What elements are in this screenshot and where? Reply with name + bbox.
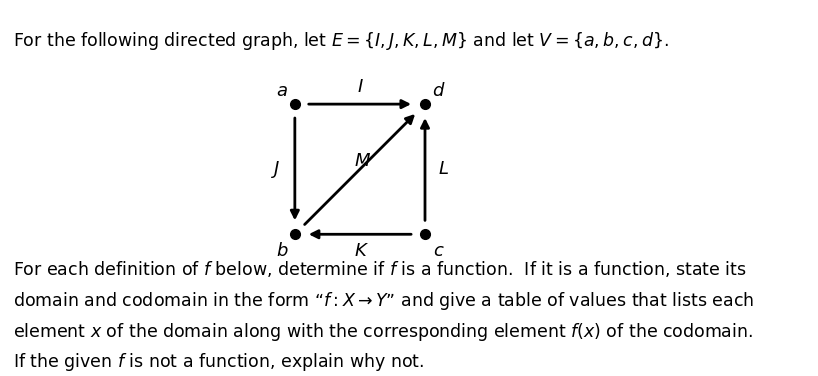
Text: c: c: [433, 242, 443, 260]
Text: K: K: [354, 242, 366, 260]
Text: d: d: [433, 82, 443, 100]
Text: element $x$ of the domain along with the corresponding element $f(x)$ of the cod: element $x$ of the domain along with the…: [13, 321, 753, 343]
Text: L: L: [438, 160, 448, 178]
Text: b: b: [276, 242, 287, 260]
Text: If the given $f$ is not a function, explain why not.: If the given $f$ is not a function, expl…: [13, 351, 425, 373]
Text: For each definition of $f$ below, determine if $f$ is a function.  If it is a fu: For each definition of $f$ below, determ…: [13, 259, 747, 279]
Text: I: I: [357, 78, 362, 96]
Text: For the following directed graph, let $E = \{I, J, K, L, M\}$ and let $V = \{a, : For the following directed graph, let $E…: [13, 30, 669, 52]
Text: M: M: [355, 152, 371, 170]
Text: domain and codomain in the form “$f: X \rightarrow Y$” and give a table of value: domain and codomain in the form “$f: X \…: [13, 290, 754, 312]
Text: J: J: [274, 160, 279, 178]
Text: a: a: [276, 82, 287, 100]
